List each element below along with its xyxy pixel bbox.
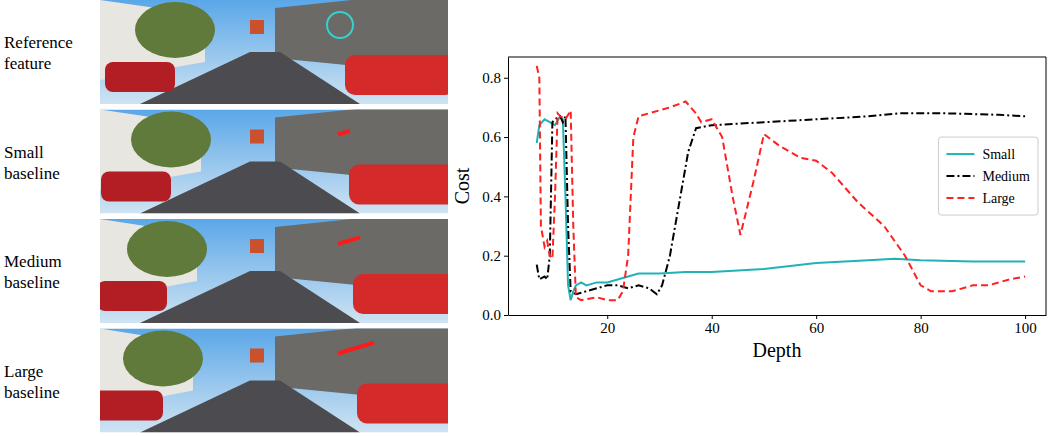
y-tick-mark [504, 196, 508, 197]
car-left [105, 62, 175, 92]
epipolar-segment [338, 343, 374, 354]
roof [250, 349, 264, 363]
y-axis: 0.0 0.2 0.4 0.6 0.8 [482, 58, 508, 324]
x-tick-label: 100 [1014, 320, 1037, 336]
y-axis-line [508, 58, 509, 316]
x-tick-label: 40 [705, 320, 720, 336]
y-tick-label: 0.8 [482, 70, 501, 86]
y-tick-label: 0.2 [482, 248, 501, 264]
y-tick-label: 0.6 [482, 129, 501, 145]
y-tick: 0.0 [482, 307, 508, 323]
panel-label: Largebaseline [4, 362, 60, 402]
legend: Small Medium Large [938, 137, 1038, 215]
car-right [349, 165, 448, 205]
x-tick-label: 60 [809, 320, 824, 336]
road [140, 162, 360, 214]
x-tick-mark [816, 315, 817, 319]
epipolar-segment [338, 237, 360, 244]
image-panel: Mediumbaseline [4, 209, 463, 323]
car-right [357, 384, 448, 424]
road [140, 271, 360, 323]
legend-frame [938, 137, 1038, 215]
x-tick: 20 [600, 315, 615, 336]
y-tick-mark [504, 78, 508, 79]
car-left [100, 391, 163, 421]
x-axis-line [509, 315, 1047, 316]
x-axis-title: Depth [753, 339, 802, 362]
frame-right [1046, 57, 1047, 315]
photo [100, 110, 448, 214]
chart: 20 40 60 80 100 0.0 0.2 0.4 0.6 0.8 Depth Cost Small… [451, 57, 1047, 362]
tree [131, 112, 211, 168]
panel-label: Smallbaseline [4, 143, 60, 183]
photo [100, 329, 448, 433]
legend-swatch [946, 175, 974, 177]
legend-label: Large [982, 191, 1014, 206]
legend-label: Small [982, 147, 1015, 162]
x-tick-mark [1025, 315, 1026, 319]
x-tick-mark [607, 315, 608, 319]
y-tick-mark [504, 315, 508, 316]
tree [123, 331, 203, 387]
car-right [353, 274, 448, 314]
y-tick-label: 0.0 [482, 307, 501, 323]
image-panel: Smallbaseline [4, 100, 459, 214]
feature-circle [327, 12, 353, 38]
photo [100, 219, 448, 323]
image-panel: Largebaseline [4, 319, 467, 433]
x-tick-mark [712, 315, 713, 319]
y-tick: 0.6 [482, 129, 508, 145]
panel-label: Referencefeature [4, 33, 73, 73]
y-tick-mark [504, 256, 508, 257]
figure: Referencefeature Smallbaseline Mediumbasel… [0, 0, 1061, 437]
road [140, 381, 360, 433]
tree [135, 2, 215, 58]
frame-top [508, 57, 1046, 58]
photo [100, 0, 448, 104]
car-left [100, 281, 167, 311]
y-tick-label: 0.4 [482, 189, 501, 205]
x-tick: 100 [1014, 315, 1037, 336]
x-tick-label: 80 [914, 320, 929, 336]
roof [250, 130, 264, 144]
panel-label: Mediumbaseline [4, 252, 62, 292]
legend-swatch [946, 153, 974, 155]
car-left [101, 172, 171, 202]
legend-swatch [946, 197, 974, 199]
x-axis: 20 40 60 80 100 [509, 315, 1047, 336]
roof [250, 239, 264, 253]
car-right [345, 55, 448, 95]
y-tick: 0.2 [482, 248, 508, 264]
x-tick: 80 [914, 315, 929, 336]
y-axis-title: Cost [451, 167, 473, 204]
roof [250, 20, 264, 34]
x-tick: 60 [809, 315, 824, 336]
x-tick-mark [921, 315, 922, 319]
y-tick: 0.4 [482, 189, 508, 205]
y-tick-mark [504, 137, 508, 138]
y-tick: 0.8 [482, 70, 508, 86]
x-tick-label: 20 [600, 320, 615, 336]
image-panel: Referencefeature [4, 0, 455, 104]
x-tick: 40 [705, 315, 720, 336]
legend-label: Medium [982, 169, 1030, 184]
epipolar-segment [338, 131, 350, 135]
tree [127, 221, 207, 277]
